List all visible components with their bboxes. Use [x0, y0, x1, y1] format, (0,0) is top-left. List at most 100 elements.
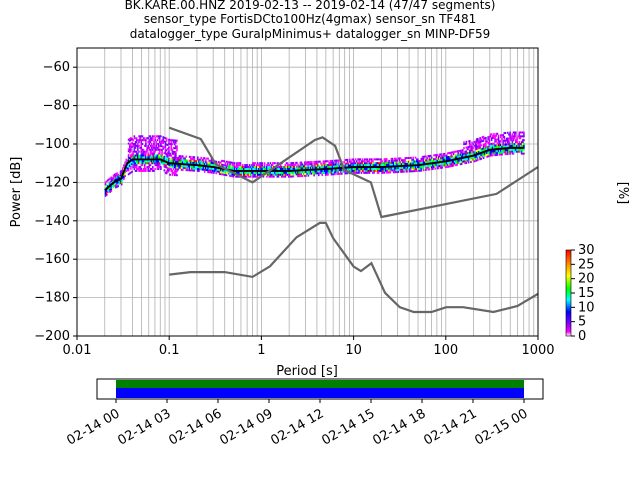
timeline-tick-label: 02-14 03: [115, 406, 173, 448]
heatmap-cell: [117, 175, 120, 178]
heatmap-cell: [425, 168, 427, 171]
heatmap-cell: [256, 171, 259, 174]
heatmap-cell: [171, 158, 174, 161]
heatmap-cell: [447, 163, 449, 166]
heatmap-cell: [464, 160, 466, 163]
heatmap-cell: [128, 157, 131, 160]
heatmap-cell: [260, 166, 262, 169]
heatmap-cell: [478, 156, 480, 159]
heatmap-cell: [160, 156, 162, 159]
heatmap-cell: [168, 169, 170, 172]
heatmap-cell: [354, 171, 357, 174]
heatmap-cell: [249, 166, 252, 169]
heatmap-cell: [120, 183, 123, 186]
heatmap-cell: [450, 155, 453, 158]
heatmap-cell: [290, 167, 292, 170]
heatmap-cell: [296, 161, 298, 164]
heatmap-cell: [440, 153, 442, 156]
heatmap-cell: [447, 156, 449, 159]
heatmap-cell: [163, 161, 166, 164]
heatmap-cell: [406, 157, 409, 160]
heatmap-cell: [155, 135, 158, 138]
heatmap-cell: [190, 159, 192, 162]
heatmap-cell: [138, 150, 140, 153]
heatmap-cell: [190, 169, 192, 172]
heatmap-cell: [390, 159, 393, 162]
heatmap-cell: [199, 162, 201, 165]
heatmap-cell: [360, 162, 363, 165]
heatmap-cell: [361, 169, 364, 172]
heatmap-cell: [468, 145, 471, 148]
heatmap-cell: [226, 160, 229, 163]
heatmap-cell: [300, 163, 303, 166]
heatmap-cell: [364, 169, 366, 172]
heatmap-cell: [131, 163, 133, 166]
heatmap-cell: [479, 150, 481, 153]
heatmap-cell: [451, 151, 454, 154]
heatmap-cell: [334, 173, 336, 176]
heatmap-cell: [487, 147, 489, 150]
heatmap-cell: [288, 173, 290, 176]
heatmap-cell: [292, 175, 295, 178]
heatmap-cell: [459, 161, 462, 164]
heatmap-cell: [238, 167, 241, 170]
heatmap-cell: [215, 170, 217, 173]
heatmap-cell: [115, 178, 117, 181]
heatmap-cell: [498, 153, 501, 156]
heatmap-cell: [402, 166, 404, 169]
heatmap-cell: [109, 181, 111, 184]
heatmap-cell: [284, 164, 287, 167]
heatmap-cell: [509, 150, 511, 153]
heatmap-cell: [165, 162, 168, 165]
heatmap-cell: [245, 164, 247, 167]
heatmap-cell: [260, 173, 262, 176]
heatmap-cell: [323, 171, 326, 174]
heatmap-cell: [404, 159, 407, 162]
heatmap-cell: [186, 169, 189, 172]
heatmap-cell: [398, 161, 401, 164]
heatmap-cell: [497, 144, 500, 147]
heatmap-cell: [326, 160, 328, 163]
heatmap-cell: [253, 166, 256, 169]
heatmap-cell: [160, 144, 162, 147]
heatmap-cell: [108, 188, 110, 191]
heatmap-cell: [229, 165, 231, 168]
heatmap-cell: [176, 160, 178, 163]
heatmap-cell: [134, 166, 137, 169]
heatmap-cell: [172, 141, 175, 144]
heatmap-cell: [239, 166, 242, 169]
heatmap-cell: [298, 175, 300, 178]
heatmap-cell: [394, 161, 396, 164]
heatmap-cell: [306, 165, 309, 168]
heatmap-cell: [343, 160, 345, 163]
heatmap-cell: [135, 152, 138, 155]
heatmap-cell: [131, 153, 133, 156]
heatmap-cell: [126, 159, 129, 162]
heatmap-cell: [496, 153, 499, 156]
heatmap-cell: [116, 178, 118, 181]
heatmap-cell: [150, 139, 153, 142]
high-noise-model-line: [168, 126, 538, 219]
heatmap-cell: [332, 169, 335, 172]
heatmap-cell: [330, 171, 333, 174]
heatmap-cell: [120, 169, 123, 172]
heatmap-cell: [185, 165, 188, 168]
heatmap-cell: [258, 167, 260, 170]
heatmap-cell: [473, 141, 476, 144]
heatmap-cell: [486, 148, 488, 151]
heatmap-cell: [190, 165, 192, 168]
heatmap-cell: [503, 135, 506, 138]
heatmap-cell: [149, 135, 152, 138]
heatmap-cell: [162, 141, 164, 144]
heatmap-cell: [259, 167, 261, 170]
heatmap-cell: [376, 162, 379, 165]
heatmap-cell: [128, 139, 131, 142]
heatmap-cell: [123, 166, 125, 169]
heatmap-cell: [322, 160, 325, 163]
heatmap-cell: [377, 164, 380, 167]
heatmap-cell: [237, 164, 239, 167]
heatmap-cell: [483, 152, 486, 155]
heatmap-cell: [259, 173, 261, 176]
heatmap-cell: [154, 150, 156, 153]
heatmap-cell: [384, 162, 387, 165]
